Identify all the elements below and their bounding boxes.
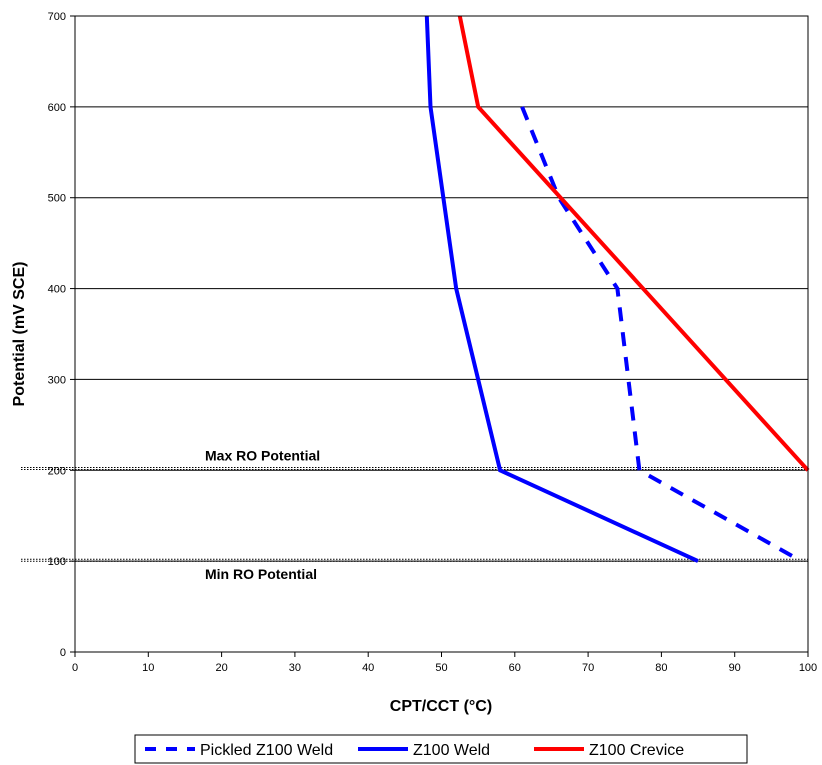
legend-label: Z100 Weld bbox=[413, 742, 490, 759]
y-tick-label: 400 bbox=[48, 284, 66, 296]
series-line-z100-weld bbox=[424, 15, 699, 563]
x-tick-label: 50 bbox=[435, 662, 447, 674]
x-tick-label: 70 bbox=[582, 662, 594, 674]
y-tick-label: 0 bbox=[60, 647, 66, 659]
y-tick-label: 700 bbox=[48, 11, 66, 23]
reference-line-label: Max RO Potential bbox=[205, 447, 320, 463]
reference-lines: Max RO Potential Min RO Potential bbox=[21, 447, 808, 582]
x-tick-label: 30 bbox=[289, 662, 301, 674]
x-tick-label: 80 bbox=[655, 662, 667, 674]
x-tick-label: 100 bbox=[799, 662, 817, 674]
y-tick-label: 500 bbox=[48, 193, 66, 205]
y-axis-ticks: 0 100 200 300 400 500 600 700 bbox=[48, 11, 75, 659]
legend-label: Pickled Z100 Weld bbox=[200, 742, 333, 759]
y-axis-title: Potential (mV SCE) bbox=[11, 262, 28, 407]
x-tick-label: 10 bbox=[142, 662, 154, 674]
y-tick-label: 600 bbox=[48, 102, 66, 114]
plot-area-frame bbox=[74, 15, 809, 653]
x-tick-label: 20 bbox=[215, 662, 227, 674]
legend-label: Z100 Crevice bbox=[589, 742, 684, 759]
reference-line-label: Min RO Potential bbox=[205, 566, 317, 582]
x-tick-label: 60 bbox=[509, 662, 521, 674]
x-tick-label: 0 bbox=[72, 662, 78, 674]
y-tick-label: 300 bbox=[48, 374, 66, 386]
x-tick-label: 90 bbox=[729, 662, 741, 674]
x-tick-label: 40 bbox=[362, 662, 374, 674]
x-axis-title: CPT/CCT (°C) bbox=[390, 698, 492, 715]
series-line-z100-crevice bbox=[457, 15, 810, 472]
y-tick-label: 200 bbox=[48, 465, 66, 477]
series-lines bbox=[424, 15, 810, 563]
legend: Pickled Z100 Weld Z100 Weld Z100 Crevice bbox=[134, 734, 748, 764]
x-axis-ticks: 0 10 20 30 40 50 60 70 80 90 100 bbox=[72, 652, 817, 674]
legend-box bbox=[134, 734, 748, 764]
y-tick-label: 100 bbox=[48, 556, 66, 568]
series-line-pickled-z100-weld bbox=[520, 106, 795, 559]
